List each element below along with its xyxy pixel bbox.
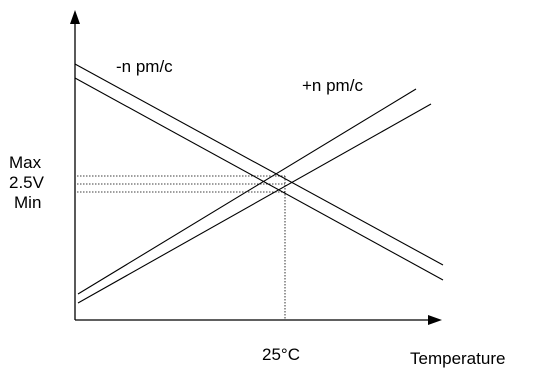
- min-label: Min: [14, 193, 42, 212]
- nominal-voltage-label: 2.5V: [9, 173, 44, 192]
- max-label: Max: [9, 153, 42, 172]
- negative-tempco-lower-line: [74, 77, 444, 281]
- positive-tempco-label: +n pm/c: [302, 76, 363, 95]
- positive-tempco-upper-line: [77, 88, 417, 295]
- reference-temp-label: 25°C: [262, 345, 300, 364]
- y-axis-arrowhead: [70, 10, 80, 24]
- negative-tempco-upper-line: [74, 63, 444, 266]
- x-axis-label: Temperature: [410, 349, 506, 368]
- negative-tempco-label: -n pm/c: [116, 57, 173, 76]
- x-axis-arrowhead: [428, 315, 442, 325]
- positive-tempco-lower-line: [77, 103, 432, 304]
